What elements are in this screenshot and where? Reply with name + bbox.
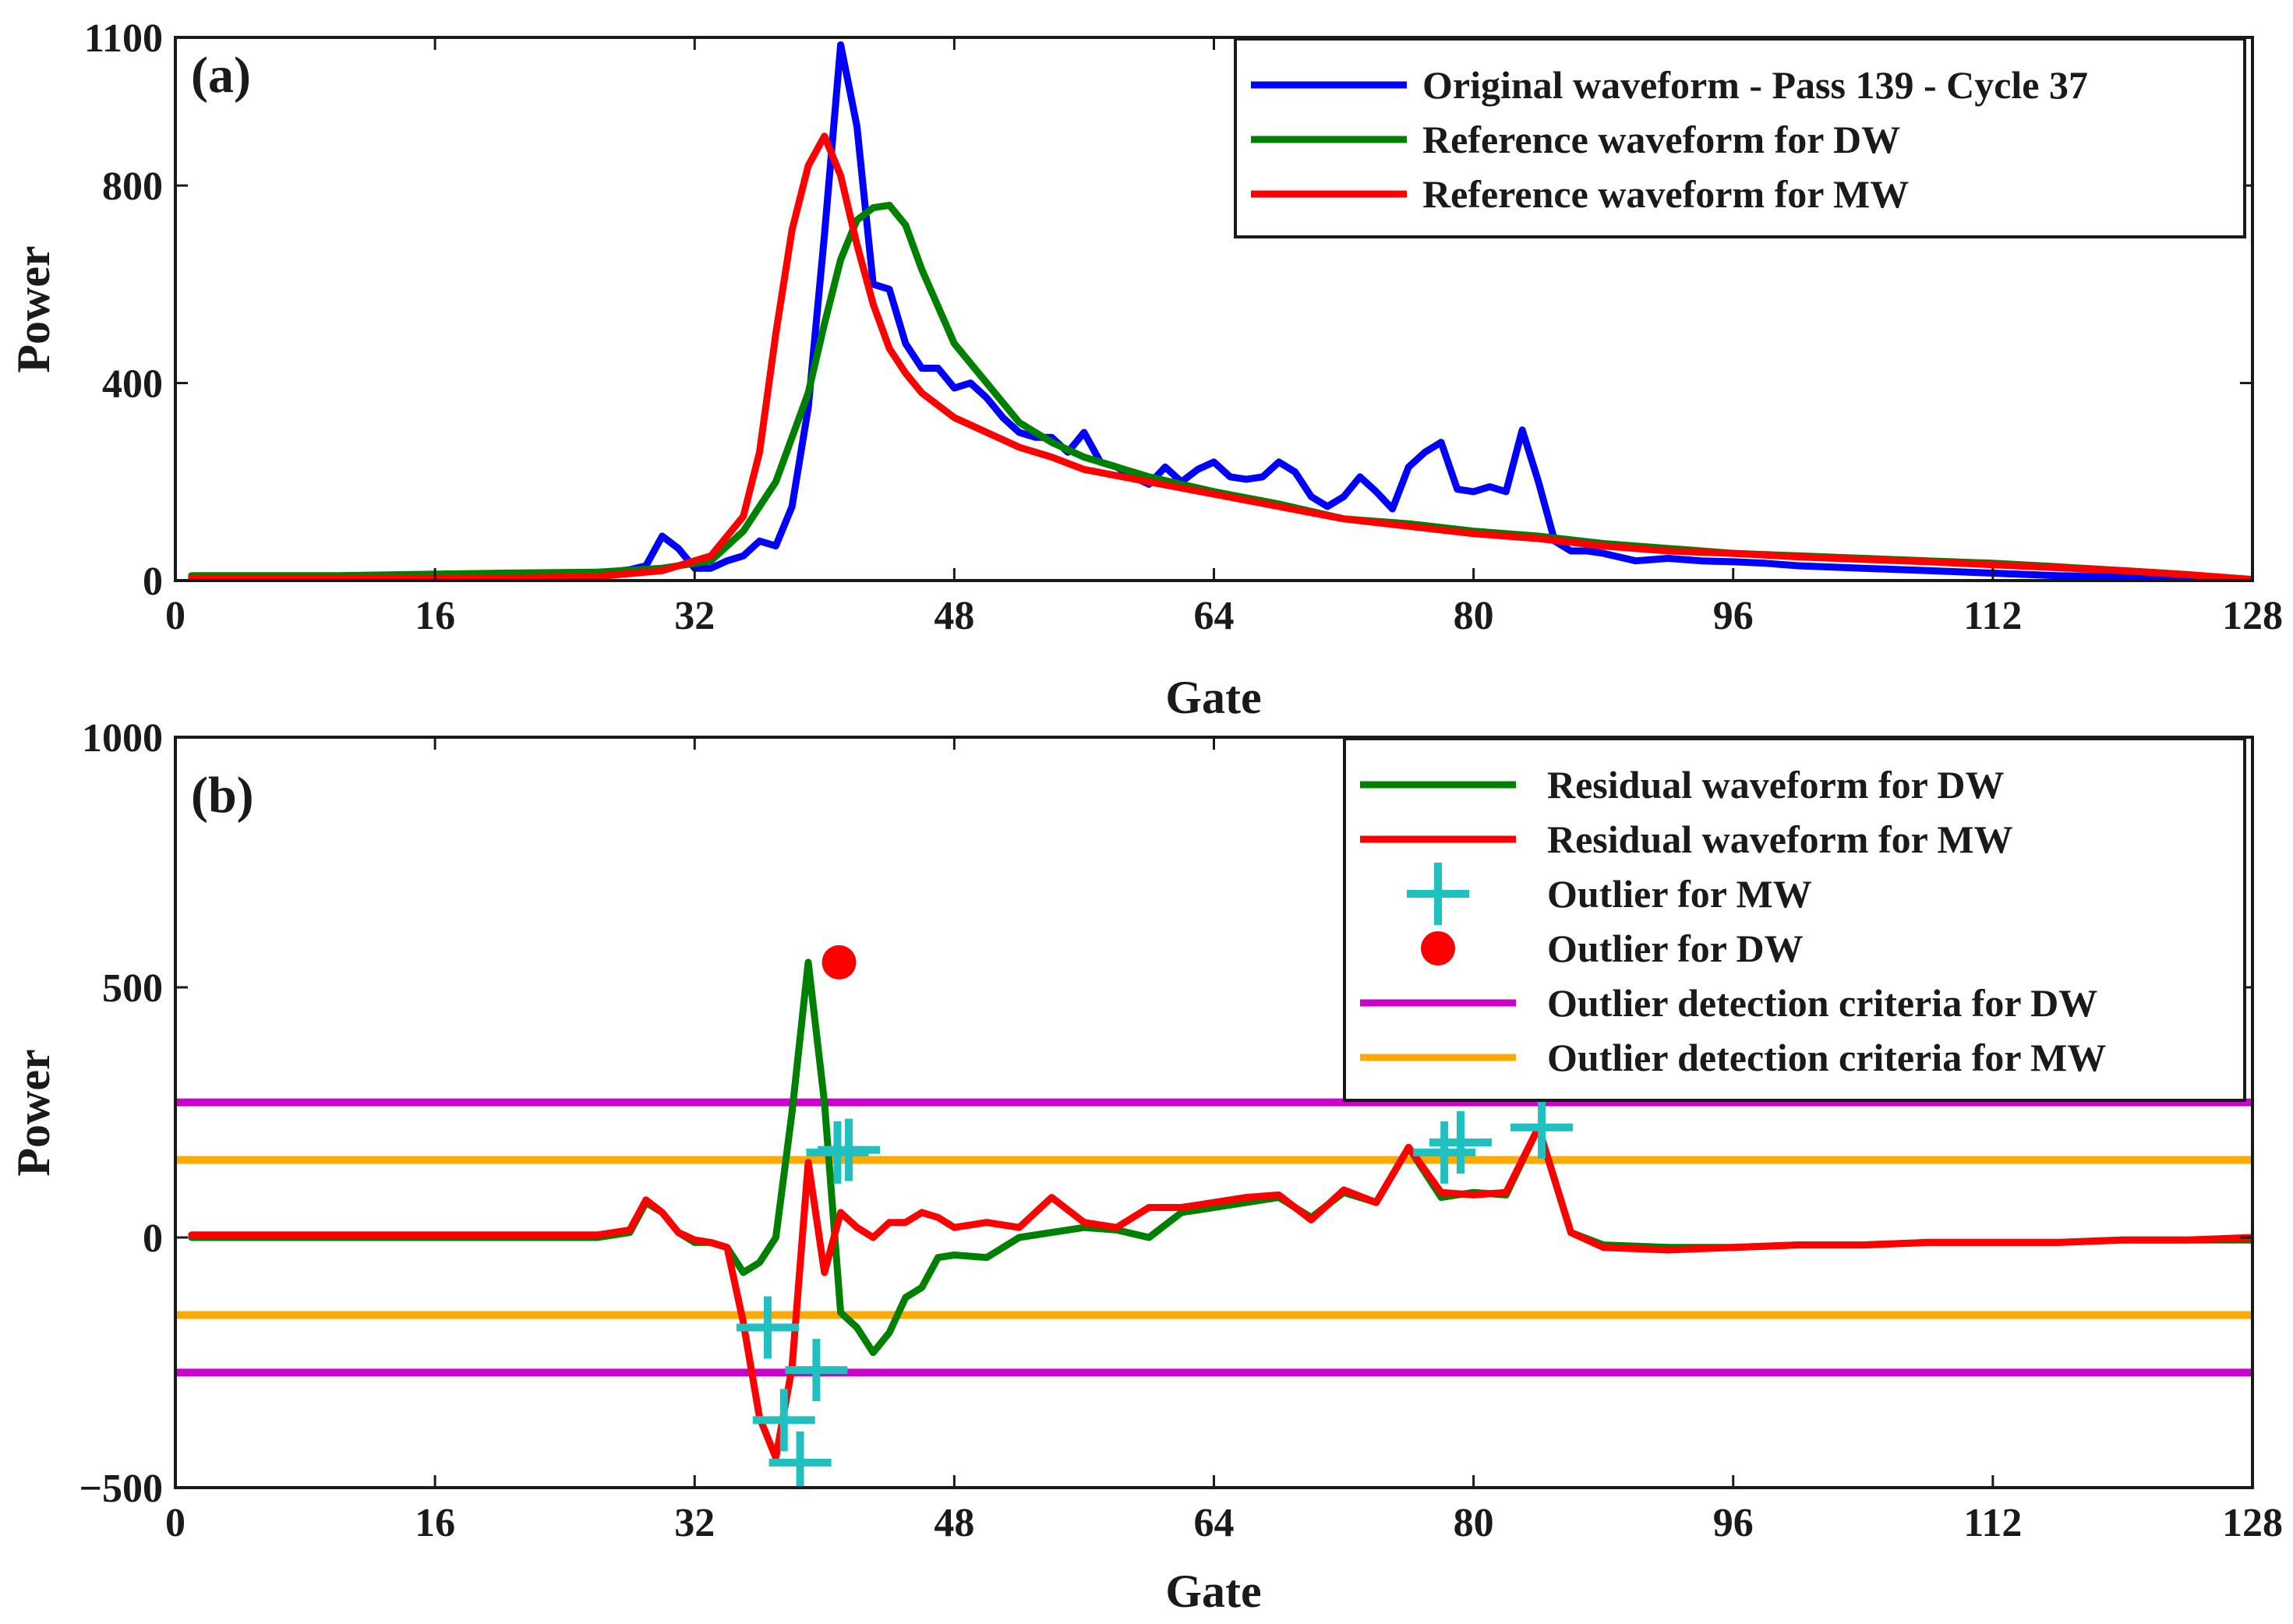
legend-label-outlier-for-dw: Outlier for DW [1547,927,1804,970]
x-tick-label: 32 [674,594,715,638]
y-tick-label: −500 [79,1467,163,1511]
x-tick-label: 112 [1963,1501,2022,1545]
original-waveform-pass-139-cycle-37-line [188,41,2252,581]
x-tick-label: 16 [415,1501,455,1545]
x-tick-label: 128 [2222,594,2283,638]
panel-a-label: (a) [191,47,251,104]
outlier-for-mw-marker [818,1118,881,1181]
x-tick-label: 80 [1454,594,1494,638]
panel-b-series [175,944,2252,1488]
legend-label-outlier-detection-criteria-for-mw: Outlier detection criteria for MW [1547,1036,2106,1079]
outlier-for-mw-marker [1413,1121,1476,1184]
outlier-for-mw-marker [785,1339,848,1402]
legend-label-outlier-detection-criteria-for-dw: Outlier detection criteria for DW [1547,981,2097,1025]
x-tick-label: 128 [2222,1501,2283,1545]
y-tick-label: 1000 [82,716,163,761]
x-tick-label: 96 [1713,594,1754,638]
outlier-for-mw-marker [1429,1111,1492,1174]
x-tick-label: 48 [934,1501,974,1545]
legend-label-reference-waveform-for-mw: Reference waveform for MW [1422,172,1909,216]
outlier-for-mw-marker [736,1296,799,1359]
plot-area [175,944,2252,1488]
panel-a-xlabel: Gate [1165,672,1261,723]
y-tick-label: 0 [143,1216,163,1261]
plot-area [188,41,2252,581]
panel-a-legend: Original waveform - Pass 139 - Cycle 37 R… [1234,37,2246,238]
panel-b-label: (b) [191,767,254,824]
reference-waveform-for-mw-line [188,132,2252,581]
legend-label-residual-waveform-for-mw: Residual waveform for MW [1547,817,2013,861]
x-tick-label: 32 [674,1501,715,1545]
legend-swatch-outlier-for-dw [1421,931,1455,966]
y-tick-label: 1100 [84,16,163,61]
x-tick-label: 64 [1194,594,1235,638]
x-tick-label: 0 [165,1501,185,1545]
x-tick-label: 80 [1454,1501,1494,1545]
panel-b-xlabel: Gate [1165,1566,1261,1617]
panel-a-ylabel: Power [8,245,59,372]
outlier-for-mw-marker [752,1389,815,1452]
y-tick-label: 500 [102,966,163,1011]
panel-b-legend: Residual waveform for DW Residual wavefor… [1343,737,2246,1102]
x-tick-label: 112 [1963,594,2022,638]
x-tick-label: 64 [1194,1501,1235,1545]
y-tick-label: 0 [143,560,163,604]
x-tick-label: 16 [415,594,455,638]
residual-waveform-for-mw-line [188,1124,2252,1461]
panel-a-ticks: 0 16 32 48 64 80 96 112 128 0 400 800 1100 [84,16,2283,638]
legend-label-reference-waveform-for-dw: Reference waveform for DW [1422,118,1900,161]
legend-label-residual-waveform-for-dw: Residual waveform for DW [1547,763,2005,807]
legend-label-original-waveform-pass-139-cycle-37: Original waveform - Pass 139 - Cycle 37 [1422,63,2088,107]
legend-swatch-outlier-for-mw [1407,863,1469,925]
x-tick-label: 0 [165,594,185,638]
x-tick-label: 96 [1713,1501,1754,1545]
y-tick-label: 800 [102,164,163,209]
y-tick-label: 400 [102,362,163,407]
legend-box [1343,737,2246,1102]
outlier-for-mw-marker [1510,1096,1574,1159]
x-tick-label: 48 [934,594,974,638]
outlier-for-mw-marker [768,1431,832,1488]
outlier-for-dw-marker [821,944,857,980]
panel-b-ylabel: Power [8,1049,59,1176]
panel-a-series [188,41,2252,581]
legend-label-outlier-for-mw: Outlier for MW [1547,872,1812,916]
